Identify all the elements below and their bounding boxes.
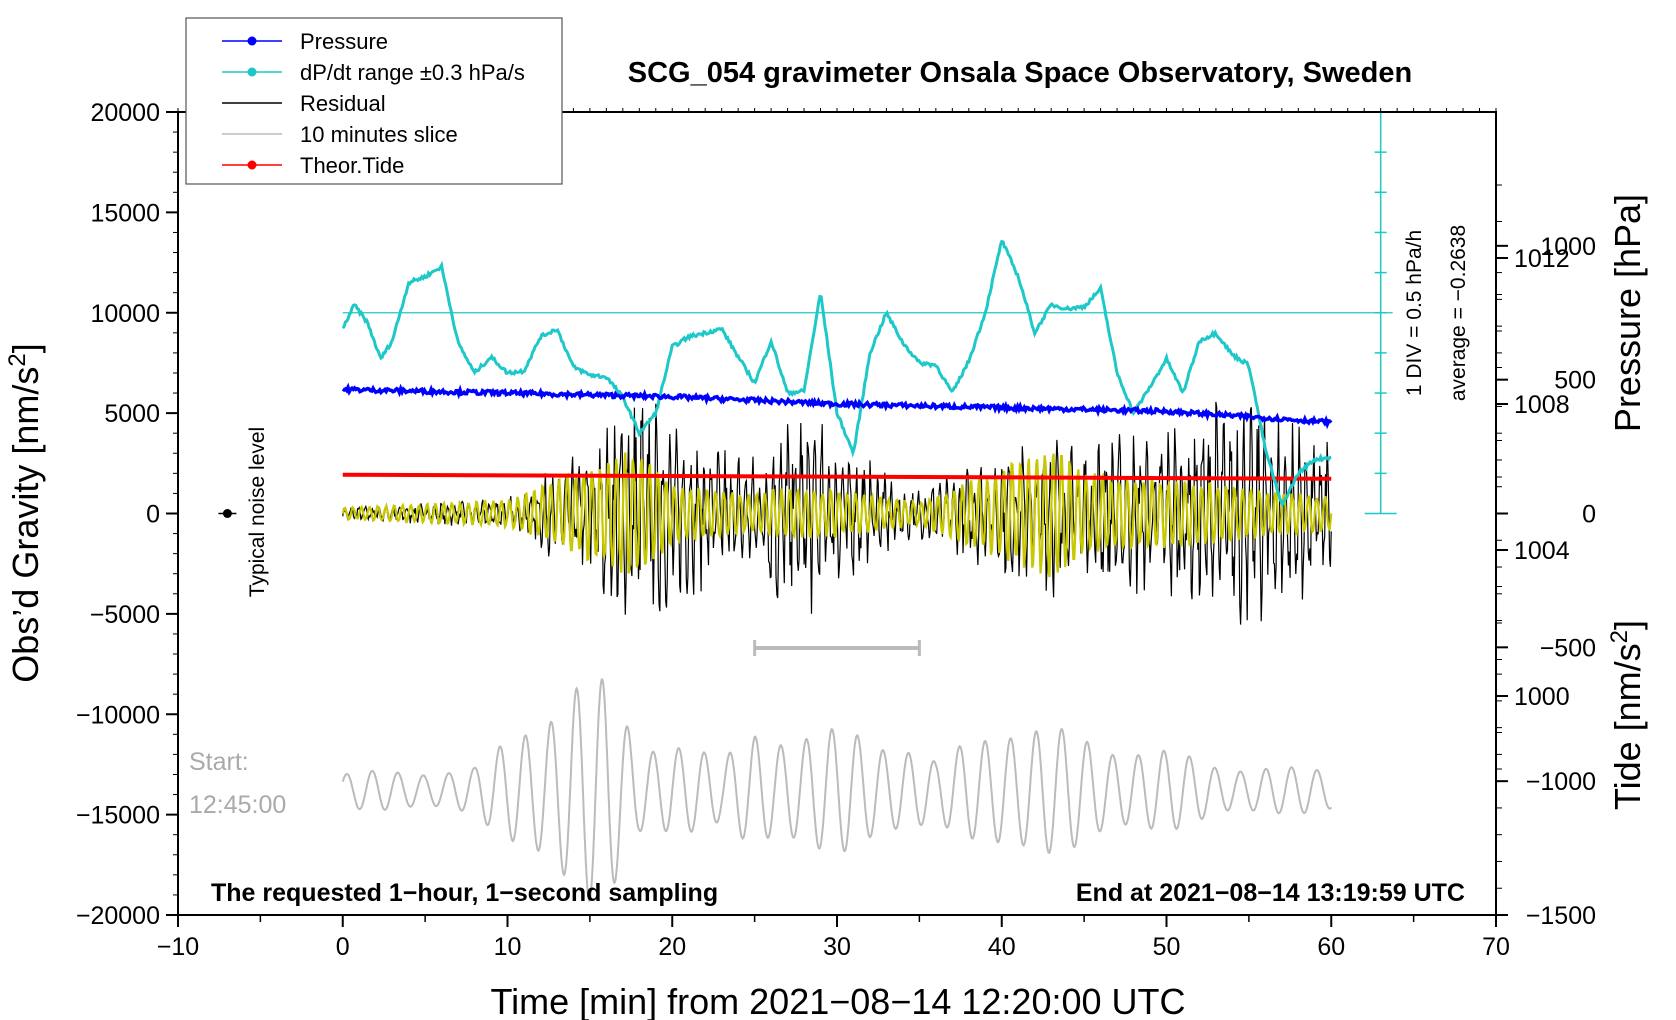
legend: Pressure dP/dt range ±0.3 hPa/s Residual 10… (185, 17, 563, 185)
gravity-axis: 20000 15000 10000 5000 0 −5000 −10000 −15000 −20… (76, 99, 178, 930)
x-axis: −10 0 10 20 30 40 50 60 70 (157, 108, 1510, 961)
chart-title: SCG_054 gravimeter Onsala Space Observat… (628, 57, 1412, 89)
scale-bar-average-label: average = −0.2638 (1447, 225, 1470, 401)
tide-axis: 1000 500 0 −500 −1000 −1500 (1496, 233, 1596, 930)
y-tick-label: −10000 (76, 701, 160, 729)
x-axis-title: Time [min] from 2021−08−14 12:20:00 UTC (490, 981, 1185, 1020)
legend-label: Residual (300, 91, 386, 116)
pressure-tick-label: 1012 (1514, 245, 1570, 273)
legend-marker (247, 160, 257, 170)
tide-tick-label: 1000 (1540, 233, 1596, 261)
tide-tick-label: −1000 (1526, 768, 1596, 796)
x-tick-label: 20 (658, 933, 686, 961)
end-time-label: End at 2021−08−14 13:19:59 UTC (1076, 879, 1465, 907)
x-tick-label: 30 (823, 933, 851, 961)
noise-level-label: Typical noise level (246, 427, 269, 597)
x-tick-label: 60 (1317, 933, 1345, 961)
noise-marker (222, 509, 232, 518)
filtered-residual-line (341, 452, 1333, 578)
dpdt-series (341, 111, 1397, 515)
y-tick-label: 20000 (90, 99, 160, 127)
pressure-line (341, 382, 1333, 430)
tide-line (342, 472, 1332, 481)
legend-marker (247, 67, 257, 77)
start-label: Start: (189, 748, 249, 776)
legend-marker (247, 36, 257, 46)
tide-tick-label: 500 (1554, 367, 1596, 395)
x-tick-label: 50 (1153, 933, 1181, 961)
legend-label: Theor.Tide (300, 153, 404, 178)
tide-axis-title: Tide [nm/s2] (1606, 620, 1649, 810)
y-tick-label: −15000 (76, 802, 160, 830)
legend-box (185, 17, 563, 185)
y-tick-label: −5000 (90, 601, 160, 629)
legend-label: 10 minutes slice (300, 122, 458, 147)
tide-tick-label: 0 (1582, 501, 1596, 529)
x-tick-label: −10 (157, 933, 199, 961)
pressure-tick-label: 1000 (1514, 683, 1570, 711)
y-tick-label: −20000 (76, 902, 160, 930)
scale-bar-div-label: 1 DIV = 0.5 hPa/h (1403, 230, 1426, 396)
pressure-tick-label: 1008 (1514, 391, 1570, 419)
y-tick-label: 5000 (104, 400, 160, 428)
tide-tick-label: −1500 (1526, 902, 1596, 930)
pressure-series (341, 382, 1333, 430)
x-tick-label: 70 (1482, 933, 1510, 961)
y-tick-label: 10000 (90, 300, 160, 328)
sampling-label: The requested 1−hour, 1−second sampling (211, 879, 718, 907)
filtered-residual-series (341, 452, 1333, 578)
x-tick-label: 0 (336, 933, 350, 961)
tide-tick-label: −500 (1540, 634, 1596, 662)
legend-label: dP/dt range ±0.3 hPa/s (300, 60, 525, 85)
slice-series (341, 678, 1333, 903)
pressure-axis-title: Pressure [hPa] (1607, 194, 1648, 432)
slice-line (341, 678, 1333, 903)
misc-markers (218, 509, 921, 657)
x-tick-label: 40 (988, 933, 1016, 961)
y-tick-label: 0 (146, 501, 160, 529)
legend-label: Pressure (300, 29, 388, 54)
tide-series (342, 472, 1332, 481)
pressure-tick-label: 1004 (1514, 537, 1570, 565)
dpdt-line (341, 239, 1332, 509)
pressure-axis: 1000 1004 1008 1012 (1496, 184, 1570, 770)
x-tick-label: 10 (494, 933, 522, 961)
y-tick-label: 15000 (90, 199, 160, 227)
start-time-label: 12:45:00 (189, 791, 286, 819)
gravity-axis-title: Obs’d Gravity [nm/s2] (4, 343, 47, 682)
